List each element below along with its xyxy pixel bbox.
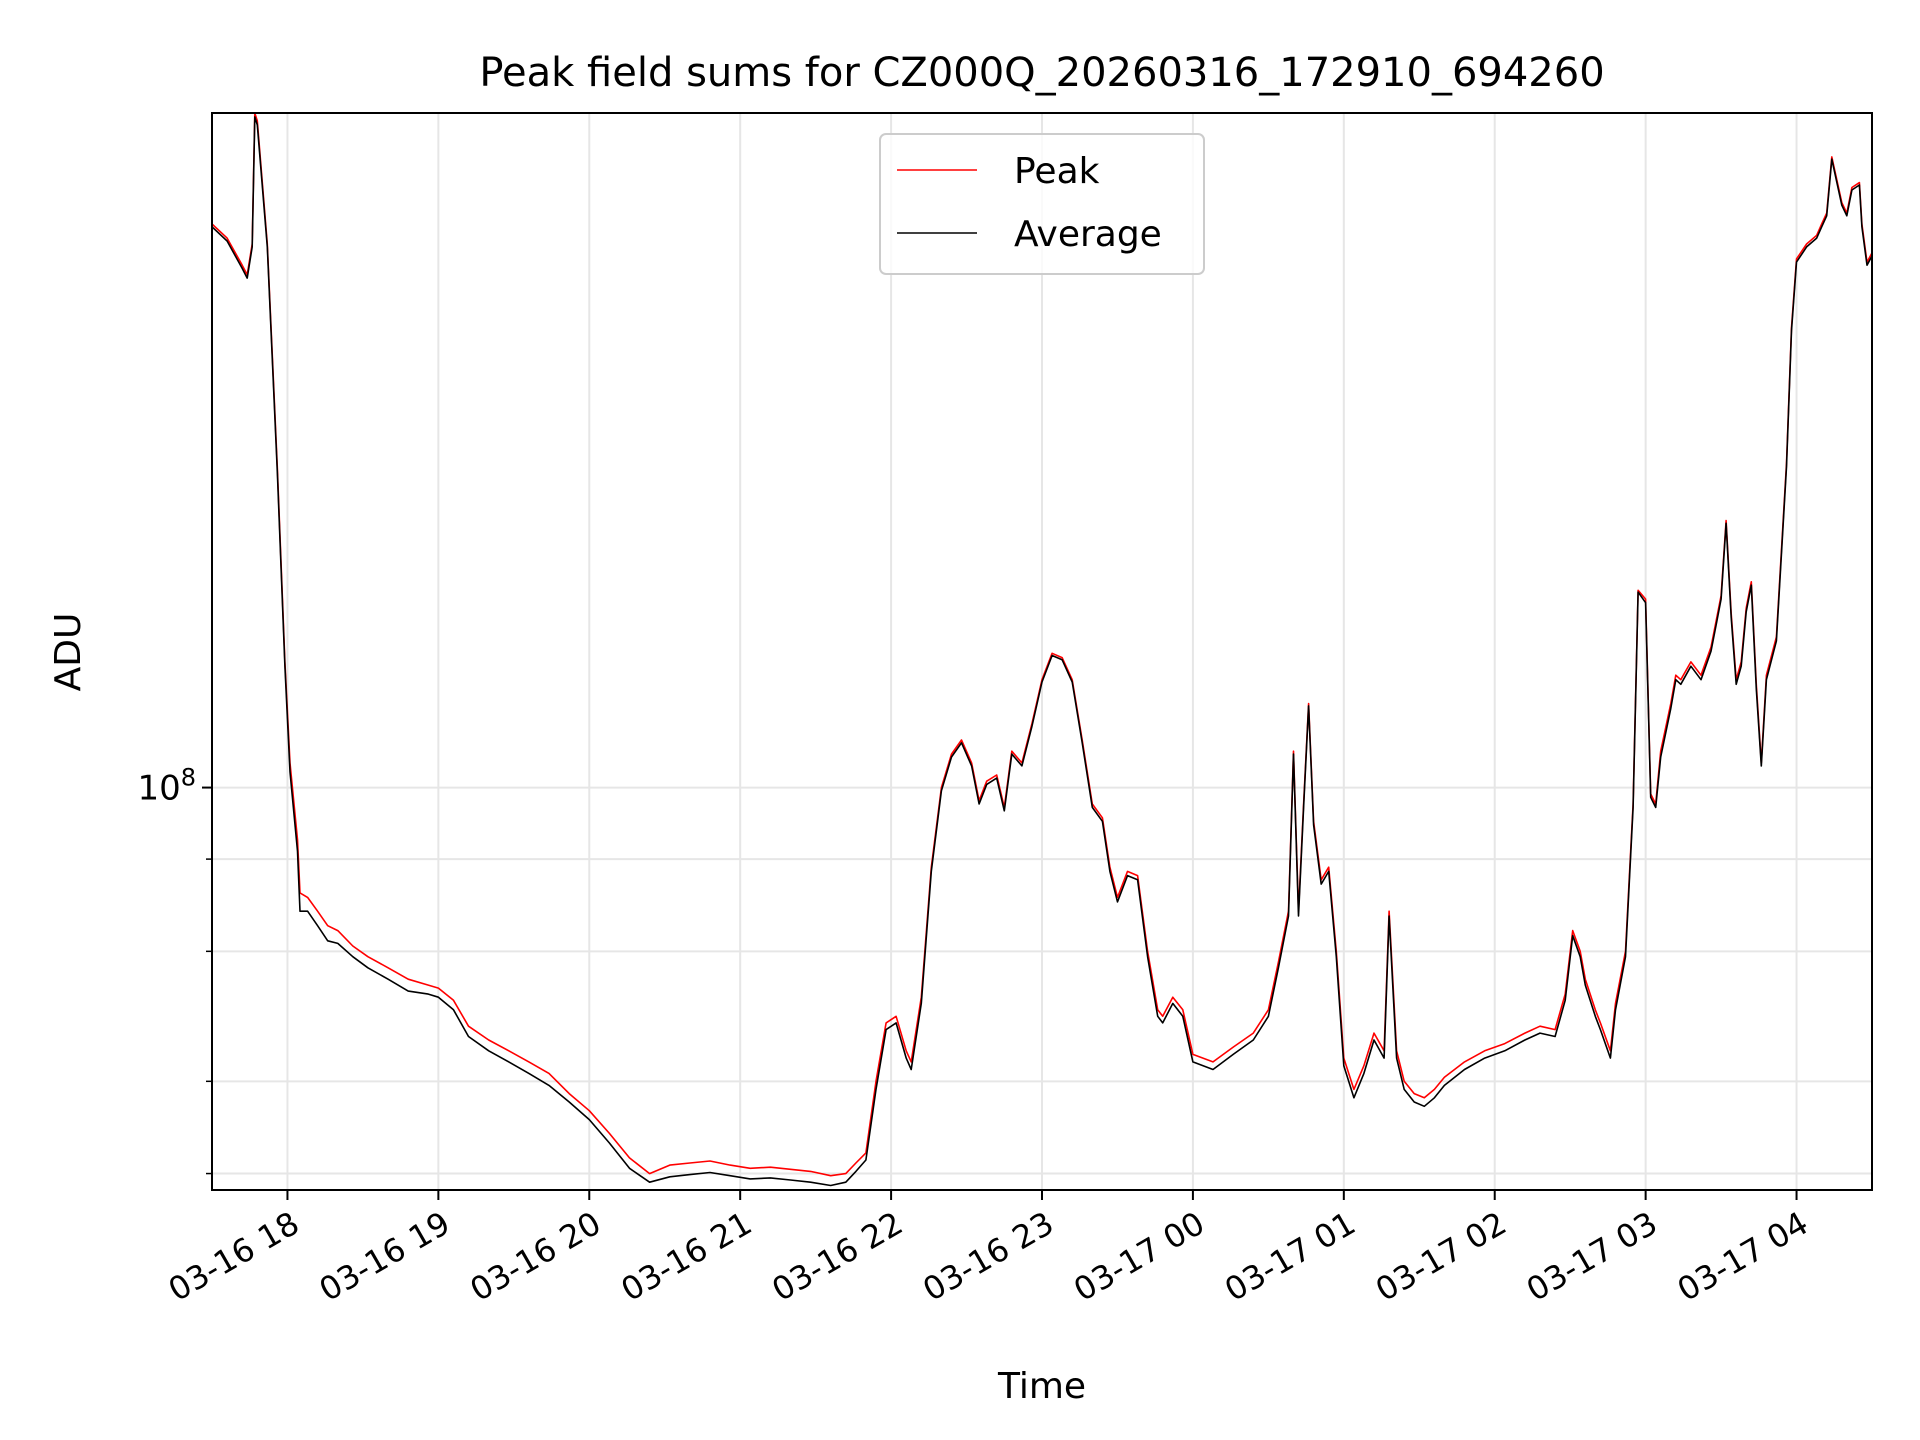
series-lines: [211, 112, 1873, 1187]
legend-label-peak: Peak: [1014, 151, 1100, 192]
chart-title: Peak field sums for CZ000Q_20260316_1729…: [479, 50, 1604, 96]
series-line-average: [211, 116, 1873, 1187]
y-axis-label: ADU: [48, 613, 89, 692]
legend-label-average: Average: [1014, 214, 1162, 255]
legend: Peak Average: [879, 133, 1205, 275]
legend-box: [879, 133, 1205, 275]
grid-lines: [212, 113, 1872, 1190]
x-axis-label: Time: [997, 1366, 1086, 1407]
